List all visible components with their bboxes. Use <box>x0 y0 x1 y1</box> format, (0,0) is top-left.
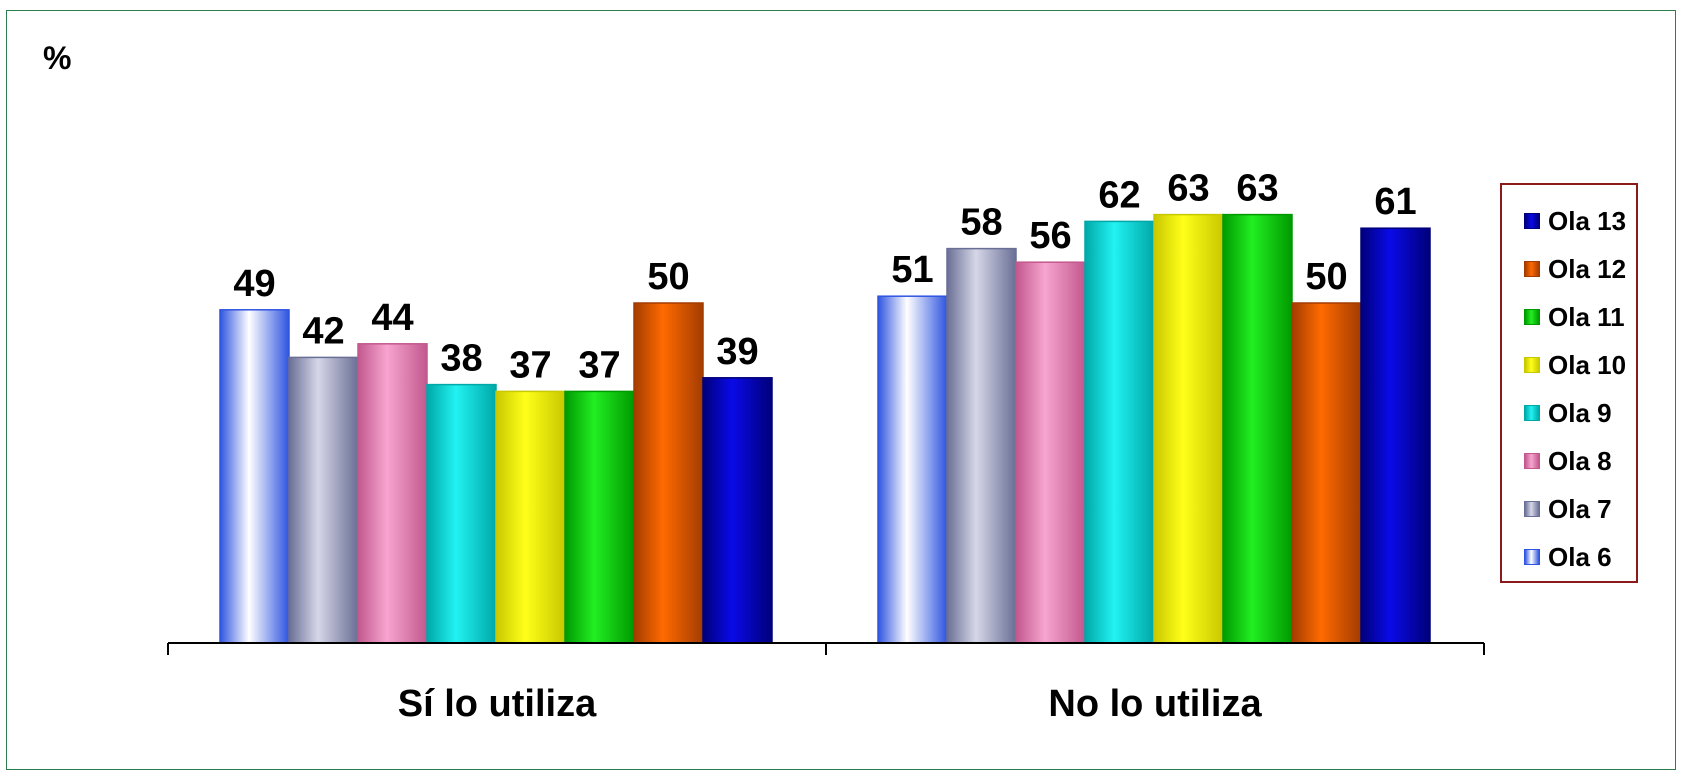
value-label: 50 <box>1305 256 1347 298</box>
bar-ola-6-no <box>877 295 948 644</box>
x-axis: Sí lo utiliza No lo utiliza <box>167 642 1485 725</box>
legend-label: Ola 13 <box>1548 205 1627 236</box>
value-label: 44 <box>371 297 413 339</box>
value-label: 56 <box>1029 215 1071 257</box>
value-labels-layer: 49 42 44 38 37 37 50 39 51 58 56 62 63 63 50 61 <box>233 168 1416 387</box>
legend-item: Ola 13 <box>1502 197 1636 245</box>
legend-item: Ola 12 <box>1502 245 1636 293</box>
value-label: 63 <box>1236 168 1278 210</box>
category-label: Sí lo utiliza <box>398 683 597 725</box>
bars-layer <box>219 213 1431 644</box>
legend-item: Ola 9 <box>1502 389 1636 437</box>
legend-swatch <box>1524 405 1540 421</box>
bar-ola-8-si <box>357 343 428 644</box>
legend-item: Ola 10 <box>1502 341 1636 389</box>
legend-swatch <box>1524 549 1540 565</box>
legend-swatch <box>1524 453 1540 469</box>
legend-swatch <box>1524 309 1540 325</box>
legend-label: Ola 6 <box>1548 541 1612 572</box>
legend-label: Ola 12 <box>1548 253 1627 284</box>
category-label: No lo utiliza <box>1048 683 1262 725</box>
bar-ola-12-no <box>1291 302 1362 644</box>
bar-ola-7-no <box>946 247 1017 644</box>
unit-label: % <box>43 40 72 76</box>
legend-label: Ola 10 <box>1548 349 1627 380</box>
bar-ola-8-no <box>1015 261 1086 644</box>
legend-item: Ola 7 <box>1502 485 1636 533</box>
legend-item: Ola 6 <box>1502 533 1636 581</box>
bar-ola-6-si <box>219 309 290 644</box>
bar-ola-9-no <box>1084 220 1155 644</box>
value-label: 51 <box>891 249 933 291</box>
value-label: 42 <box>302 310 344 352</box>
value-label: 39 <box>716 331 758 373</box>
bar-ola-11-si <box>564 390 635 644</box>
value-label: 63 <box>1167 168 1209 210</box>
value-label: 49 <box>233 263 275 305</box>
value-label: 62 <box>1098 174 1140 216</box>
legend: Ola 13 Ola 12 Ola 11 Ola 10 Ola 9 Ola 8 Ola 7 O… <box>1500 183 1638 583</box>
legend-swatch <box>1524 261 1540 277</box>
legend-swatch <box>1524 357 1540 373</box>
bar-ola-11-no <box>1222 213 1293 644</box>
bar-ola-10-no <box>1153 213 1224 644</box>
legend-label: Ola 8 <box>1548 445 1612 476</box>
legend-label: Ola 11 <box>1548 301 1625 332</box>
legend-item: Ola 11 <box>1502 293 1636 341</box>
value-label: 61 <box>1374 181 1416 223</box>
legend-swatch <box>1524 213 1540 229</box>
value-label: 37 <box>509 344 551 386</box>
bar-ola-13-no <box>1360 227 1431 644</box>
legend-item: Ola 8 <box>1502 437 1636 485</box>
value-label: 38 <box>440 338 482 380</box>
bar-ola-7-si <box>288 356 359 644</box>
bar-ola-9-si <box>426 383 497 644</box>
value-label: 50 <box>647 256 689 298</box>
legend-label: Ola 7 <box>1548 493 1612 524</box>
bar-ola-10-si <box>495 390 566 644</box>
legend-swatch <box>1524 501 1540 517</box>
value-label: 37 <box>578 344 620 386</box>
value-label: 58 <box>960 202 1002 244</box>
legend-label: Ola 9 <box>1548 397 1612 428</box>
bar-ola-12-si <box>633 302 704 644</box>
bar-ola-13-si <box>702 377 773 644</box>
